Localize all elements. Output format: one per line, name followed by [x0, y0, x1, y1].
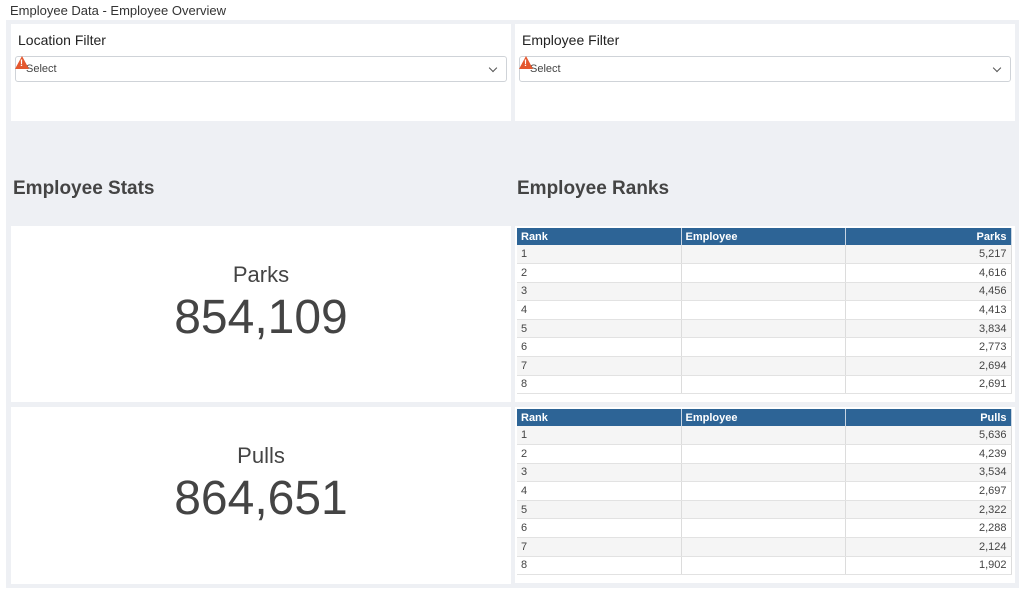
rank-cell: 3	[517, 282, 681, 301]
chevron-down-icon	[993, 64, 1001, 72]
parks-kpi-label: Parks	[11, 262, 511, 288]
location-filter-placeholder: Select	[26, 63, 57, 75]
dashboard-title: Employee Data - Employee Overview	[10, 3, 226, 18]
column-header-rank[interactable]: Rank	[517, 228, 681, 245]
column-header-rank[interactable]: Rank	[517, 409, 681, 426]
employee-cell	[681, 519, 845, 538]
value-cell: 1,902	[845, 556, 1011, 575]
rank-cell: 6	[517, 519, 681, 538]
value-cell: 4,456	[845, 282, 1011, 301]
table-row[interactable]: 6 2,288	[517, 519, 1011, 538]
dashboard-canvas: Location Filter Select Employee Filter S…	[6, 20, 1019, 588]
value-cell: 2,124	[845, 538, 1011, 557]
value-cell: 5,636	[845, 426, 1011, 445]
employee-cell	[681, 445, 845, 464]
value-cell: 3,834	[845, 319, 1011, 338]
employee-filter-label: Employee Filter	[522, 32, 619, 48]
value-cell: 2,694	[845, 357, 1011, 376]
location-filter-select[interactable]: Select	[15, 56, 507, 82]
rank-cell: 8	[517, 556, 681, 575]
pulls-rank-panel: Rank Employee Pulls 1 5,636 2 4,239 3 3,534 4 2…	[515, 407, 1015, 583]
employee-cell	[681, 556, 845, 575]
pulls-kpi-value: 864,651	[11, 471, 511, 526]
employee-cell	[681, 319, 845, 338]
value-cell: 2,322	[845, 500, 1011, 519]
employee-filter-select[interactable]: Select	[519, 56, 1011, 82]
employee-stats-title: Employee Stats	[13, 178, 155, 200]
employee-cell	[681, 245, 845, 264]
table-row[interactable]: 6 2,773	[517, 338, 1011, 357]
warning-icon[interactable]	[15, 56, 29, 69]
chevron-down-icon	[489, 64, 497, 72]
table-row[interactable]: 5 2,322	[517, 500, 1011, 519]
column-header-parks[interactable]: Parks	[845, 228, 1011, 245]
parks-kpi-card: Parks 854,109	[11, 226, 511, 402]
employee-cell	[681, 338, 845, 357]
value-cell: 5,217	[845, 245, 1011, 264]
rank-cell: 7	[517, 538, 681, 557]
value-cell: 2,697	[845, 482, 1011, 501]
pulls-rank-table[interactable]: Rank Employee Pulls 1 5,636 2 4,239 3 3,534 4 2…	[517, 409, 1012, 575]
employee-cell	[681, 500, 845, 519]
table-row[interactable]: 1 5,217	[517, 245, 1011, 264]
parks-kpi-value: 854,109	[11, 290, 511, 345]
table-row[interactable]: 2 4,239	[517, 445, 1011, 464]
employee-ranks-title: Employee Ranks	[517, 178, 669, 200]
table-row[interactable]: 7 2,124	[517, 538, 1011, 557]
location-filter-label: Location Filter	[18, 32, 106, 48]
pulls-kpi-card: Pulls 864,651	[11, 407, 511, 584]
rank-cell: 4	[517, 482, 681, 501]
table-row[interactable]: 4 4,413	[517, 301, 1011, 320]
column-header-pulls[interactable]: Pulls	[845, 409, 1011, 426]
employee-filter-placeholder: Select	[530, 63, 561, 75]
parks-rank-table[interactable]: Rank Employee Parks 1 5,217 2 4,616 3 4,456 4 4…	[517, 228, 1012, 394]
warning-icon[interactable]	[519, 56, 533, 69]
employee-cell	[681, 264, 845, 283]
value-cell: 2,773	[845, 338, 1011, 357]
rank-cell: 8	[517, 375, 681, 394]
parks-rank-panel: Rank Employee Parks 1 5,217 2 4,616 3 4,456 4 4…	[515, 226, 1015, 402]
table-row[interactable]: 8 1,902	[517, 556, 1011, 575]
table-row[interactable]: 1 5,636	[517, 426, 1011, 445]
rank-cell: 5	[517, 319, 681, 338]
rank-cell: 3	[517, 463, 681, 482]
table-row[interactable]: 3 3,534	[517, 463, 1011, 482]
value-cell: 4,413	[845, 301, 1011, 320]
rank-cell: 5	[517, 500, 681, 519]
employee-cell	[681, 301, 845, 320]
table-row[interactable]: 8 2,691	[517, 375, 1011, 394]
employee-cell	[681, 538, 845, 557]
pulls-kpi-label: Pulls	[11, 443, 511, 469]
table-row[interactable]: 3 4,456	[517, 282, 1011, 301]
value-cell: 2,288	[845, 519, 1011, 538]
employee-cell	[681, 282, 845, 301]
rank-cell: 1	[517, 426, 681, 445]
location-filter-panel: Location Filter Select	[11, 24, 511, 121]
employee-cell	[681, 375, 845, 394]
rank-cell: 2	[517, 445, 681, 464]
employee-cell	[681, 426, 845, 445]
table-row[interactable]: 4 2,697	[517, 482, 1011, 501]
rank-cell: 4	[517, 301, 681, 320]
value-cell: 3,534	[845, 463, 1011, 482]
column-header-employee[interactable]: Employee	[681, 409, 845, 426]
value-cell: 4,239	[845, 445, 1011, 464]
rank-cell: 6	[517, 338, 681, 357]
employee-cell	[681, 482, 845, 501]
value-cell: 4,616	[845, 264, 1011, 283]
value-cell: 2,691	[845, 375, 1011, 394]
table-row[interactable]: 7 2,694	[517, 357, 1011, 376]
column-header-employee[interactable]: Employee	[681, 228, 845, 245]
employee-cell	[681, 357, 845, 376]
rank-cell: 2	[517, 264, 681, 283]
rank-cell: 1	[517, 245, 681, 264]
rank-cell: 7	[517, 357, 681, 376]
employee-cell	[681, 463, 845, 482]
table-row[interactable]: 5 3,834	[517, 319, 1011, 338]
table-row[interactable]: 2 4,616	[517, 264, 1011, 283]
employee-filter-panel: Employee Filter Select	[515, 24, 1015, 121]
